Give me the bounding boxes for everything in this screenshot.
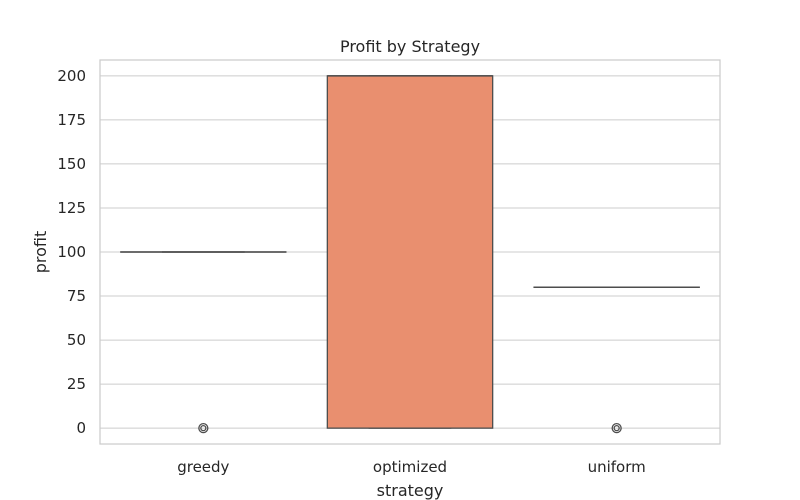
box-optimized	[326, 75, 494, 429]
y-tick-label: 150	[57, 155, 86, 173]
outlier-point	[611, 422, 622, 434]
y-tick-label: 175	[57, 111, 86, 129]
plot-frame	[99, 59, 721, 445]
y-tick-label: 50	[67, 331, 86, 349]
y-tick-label: 200	[57, 67, 86, 85]
y-tick-label: 125	[57, 199, 86, 217]
outlier-point-inner	[200, 424, 207, 432]
y-tick-label: 75	[67, 287, 86, 305]
x-axis-label: strategy	[377, 481, 444, 500]
y-tick-labels: 0 25 50 75 100 125 150 175 200	[57, 67, 86, 437]
y-tick-label: 0	[76, 419, 86, 437]
chart-title: Profit by Strategy	[340, 37, 480, 56]
y-axis-label: profit	[31, 231, 50, 274]
x-tick-labels: greedy optimized uniform	[177, 458, 646, 476]
x-tick-label: uniform	[588, 458, 646, 476]
y-tick-label: 100	[57, 243, 86, 261]
y-tick-label: 25	[67, 375, 86, 393]
outlier-point	[198, 422, 209, 434]
x-tick-label: greedy	[177, 458, 229, 476]
boxes-layer	[120, 75, 700, 434]
outlier-point-inner	[613, 424, 620, 432]
x-tick-label: optimized	[373, 458, 447, 476]
